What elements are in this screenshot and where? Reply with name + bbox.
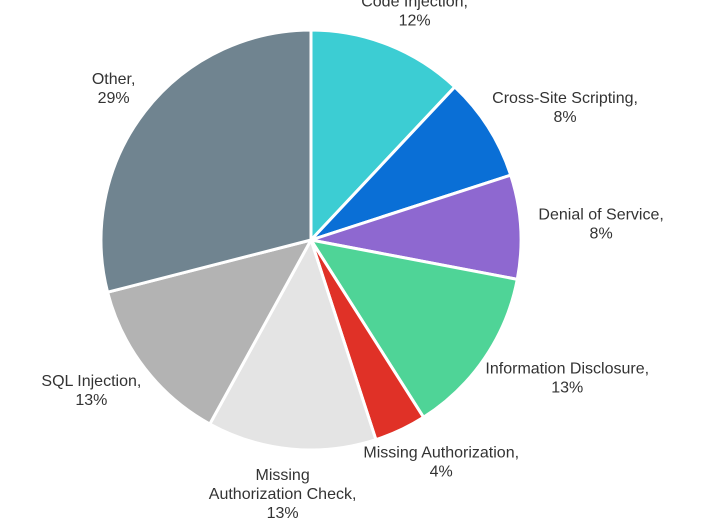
slice-label: SQL Injection, 13% <box>41 373 141 409</box>
slice-label: Other, 29% <box>92 71 136 107</box>
pie-slice <box>310 173 523 282</box>
slice-label-name: Denial of Service, <box>538 207 663 224</box>
slice-label-name: Other, <box>92 71 136 88</box>
slice-label-value: 13% <box>267 505 299 522</box>
slice-label-value: 13% <box>551 379 583 396</box>
pie-slice <box>309 28 457 244</box>
slice-label-name: Missing Authorization, <box>363 445 519 462</box>
slice-label-name: SQL Injection, <box>41 373 141 390</box>
pie-slice <box>307 237 520 420</box>
slice-label: Information Disclosure, 13% <box>485 360 649 396</box>
slice-label-value: 4% <box>430 464 453 481</box>
slice-label-value: 12% <box>399 12 431 29</box>
pie-slice <box>309 84 513 242</box>
slice-label: Code Injection, 12% <box>361 0 468 29</box>
slice-label-name: Cross-Site Scripting, <box>492 90 638 107</box>
slice-label-value: 8% <box>554 109 577 126</box>
pie-slice <box>99 28 313 295</box>
pie-slice <box>207 236 378 452</box>
slice-label: Missing Authorization Check, 13% <box>209 467 357 522</box>
slice-label-name: Missing Authorization Check, <box>209 467 357 503</box>
slice-label: Cross-Site Scripting, 8% <box>492 90 638 126</box>
slice-label-name: Code Injection, <box>361 0 468 10</box>
slice-label: Denial of Service, 8% <box>538 207 663 243</box>
slice-label-value: 13% <box>75 392 107 409</box>
slice-label-name: Information Disclosure, <box>485 360 649 377</box>
slice-label-value: 8% <box>590 226 613 243</box>
slice-label: Missing Authorization, 4% <box>363 445 519 481</box>
slice-label-value: 29% <box>98 90 130 107</box>
pie-slice <box>105 237 314 427</box>
